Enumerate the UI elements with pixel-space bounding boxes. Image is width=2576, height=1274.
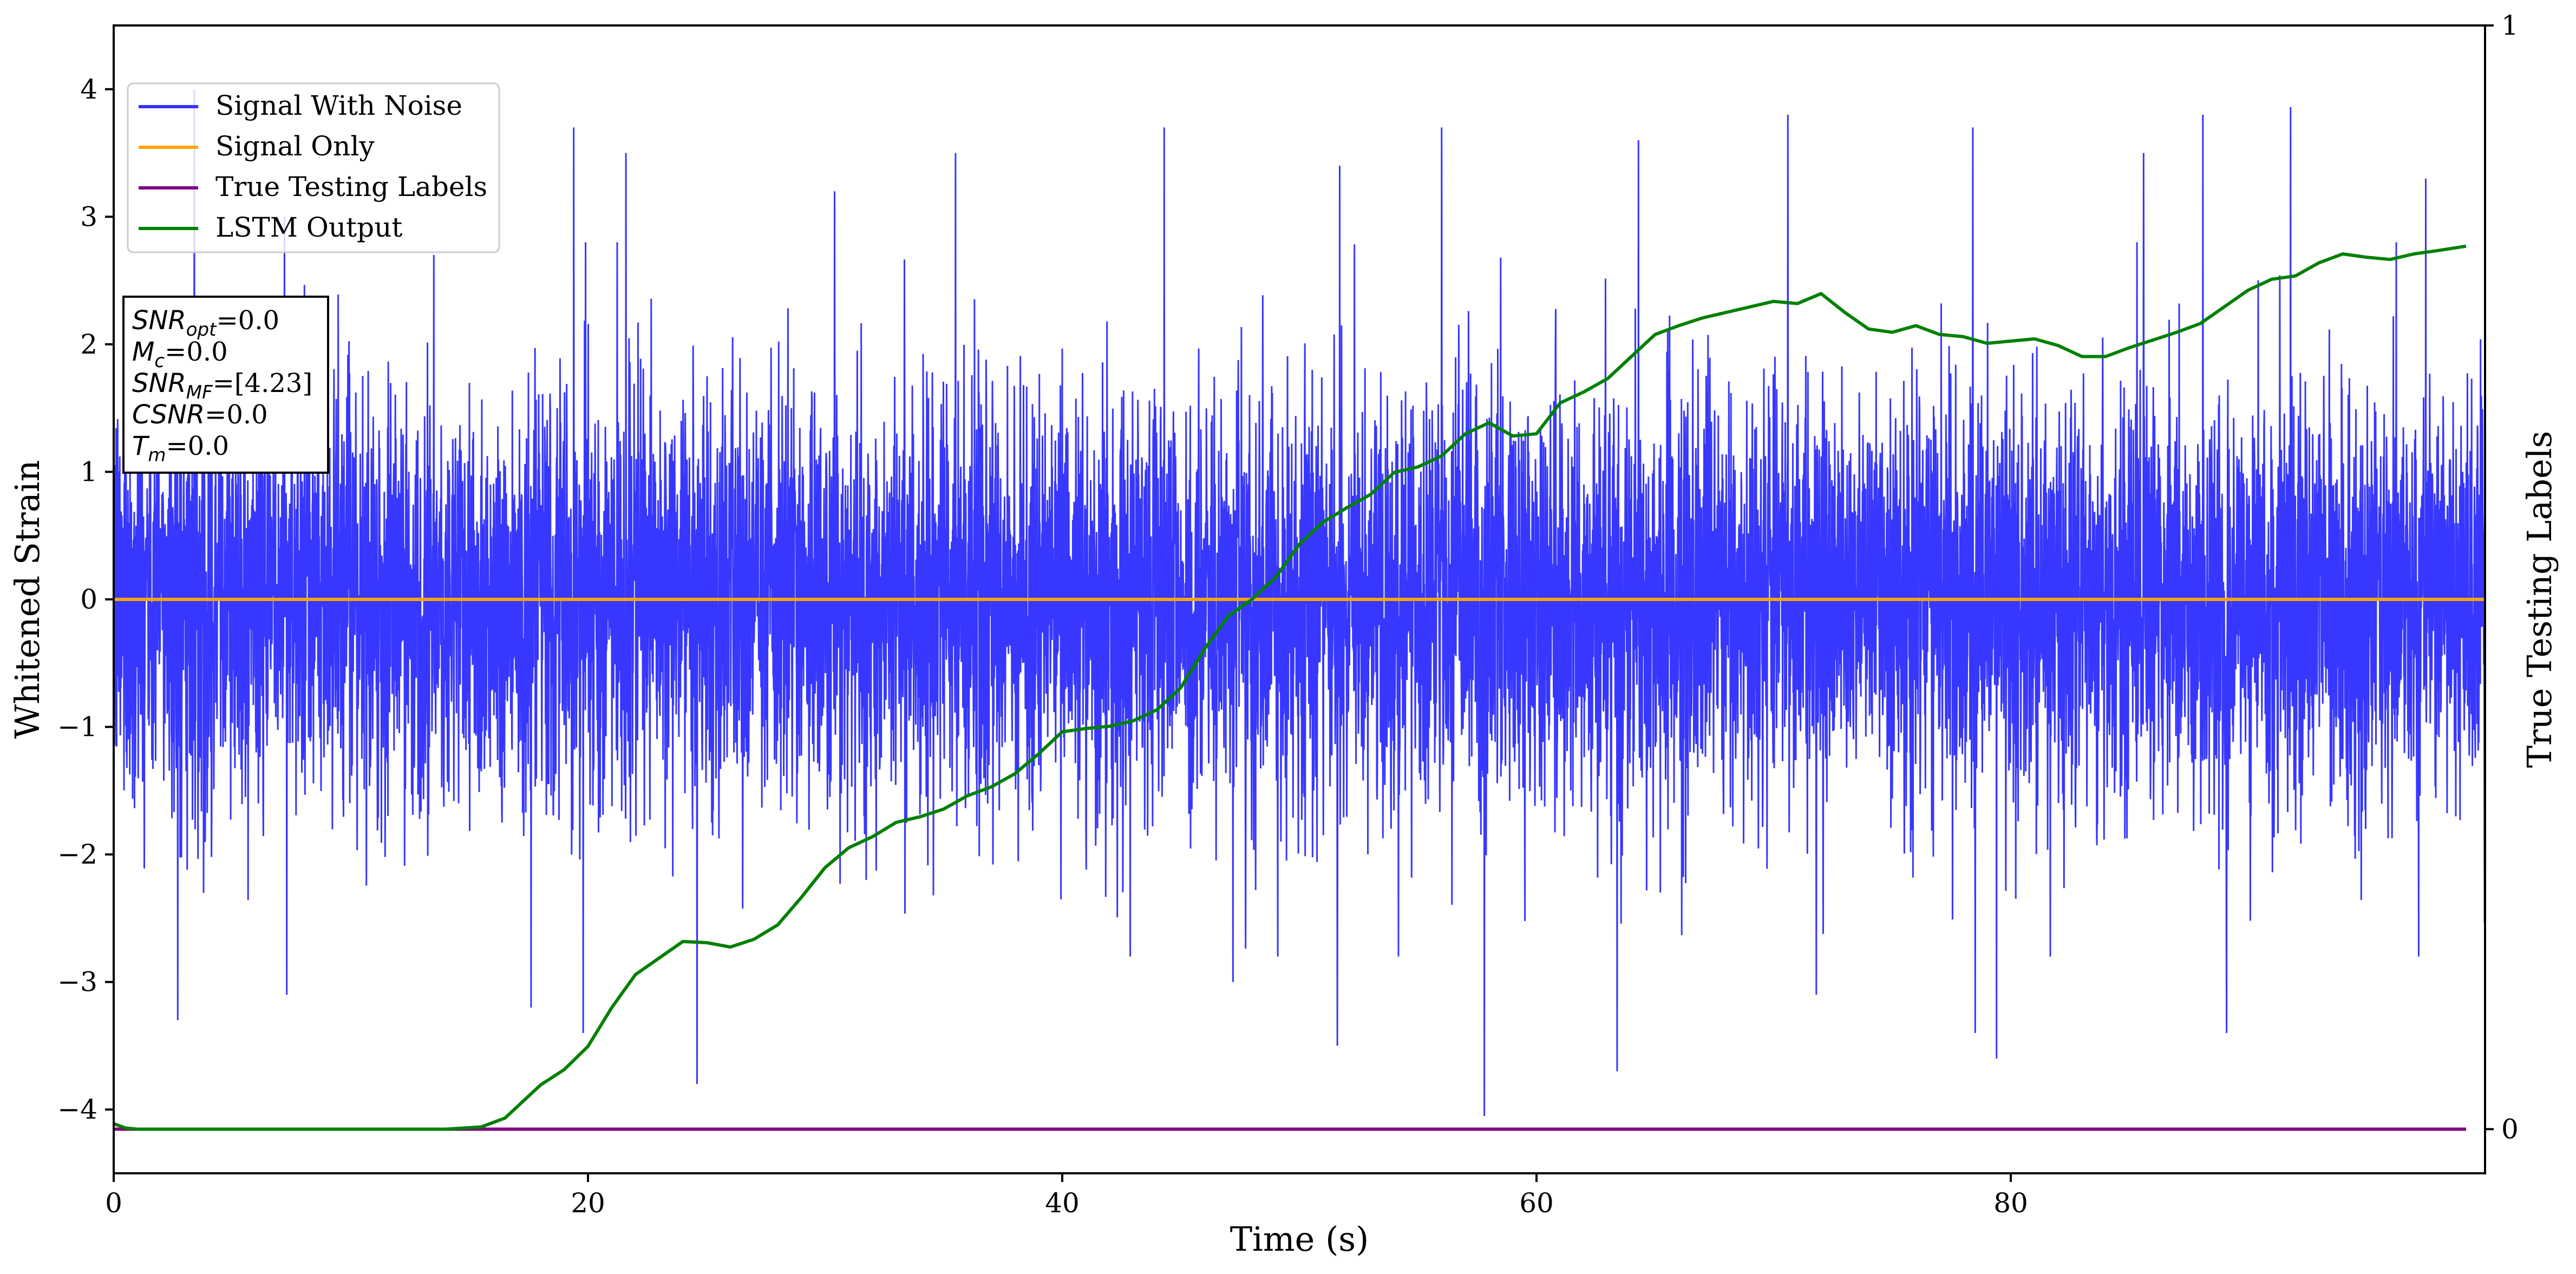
series-line-signal-with-noise <box>113 89 2486 1116</box>
y2-axis-label: True Testing Labels <box>2520 431 2559 768</box>
series-lines-layer <box>113 244 2485 1131</box>
y-tick-label: −1 <box>57 711 97 743</box>
x-tick-label: 80 <box>1993 1187 2028 1219</box>
x-tick-label: 0 <box>105 1187 122 1219</box>
annotation-frame <box>122 296 329 474</box>
y-tick-label: 1 <box>80 456 97 487</box>
annotation-line: Tm=0.0 <box>132 431 229 466</box>
x-axis-label: Time (s) <box>1230 1219 1369 1259</box>
y-tick-label: −2 <box>57 839 97 870</box>
legend-label-signal-only: Signal Only <box>215 130 375 162</box>
annotation-line: CSNR=0.0 <box>132 400 268 430</box>
annotation-line: SNRopt=0.0 <box>132 305 279 341</box>
x-tick-label: 40 <box>1045 1187 1080 1219</box>
annotation-lines: SNRopt=0.0Mc=0.0SNRMF=[4.23]CSNR=0.0Tm=0… <box>132 305 312 466</box>
y2-tick-label: 0 <box>2501 1113 2519 1145</box>
legend: Signal With Noise Signal Only True Testi… <box>127 82 500 253</box>
annotation-line: Mc=0.0 <box>132 337 228 372</box>
y-tick-label: −3 <box>57 966 97 998</box>
y-tick-label: −4 <box>57 1094 97 1125</box>
signal-with-noise-layer <box>113 89 2486 1116</box>
annotation-line: SNRMF=[4.23] <box>132 368 312 403</box>
series-line-lstm-output <box>113 244 2467 1131</box>
y2-tick-label: 1 <box>2501 10 2519 41</box>
y-tick-label: 2 <box>80 329 97 360</box>
annotation-box: SNRopt=0.0Mc=0.0SNRMF=[4.23]CSNR=0.0Tm=0… <box>122 296 329 474</box>
legend-box <box>127 82 500 253</box>
legend-label-signal-with-noise: Signal With Noise <box>215 90 462 121</box>
legend-label-lstm-output: LSTM Output <box>215 212 402 243</box>
y-tick-label: 0 <box>80 584 97 615</box>
y-tick-label: 4 <box>80 74 97 105</box>
legend-label-true-testing-labels: True Testing Labels <box>215 171 487 202</box>
y-tick-label: 3 <box>80 201 97 232</box>
x-tick-label: 20 <box>571 1187 605 1219</box>
y-axis-label: Whitened Strain <box>8 460 47 739</box>
x-tick-label: 60 <box>1519 1187 1554 1219</box>
